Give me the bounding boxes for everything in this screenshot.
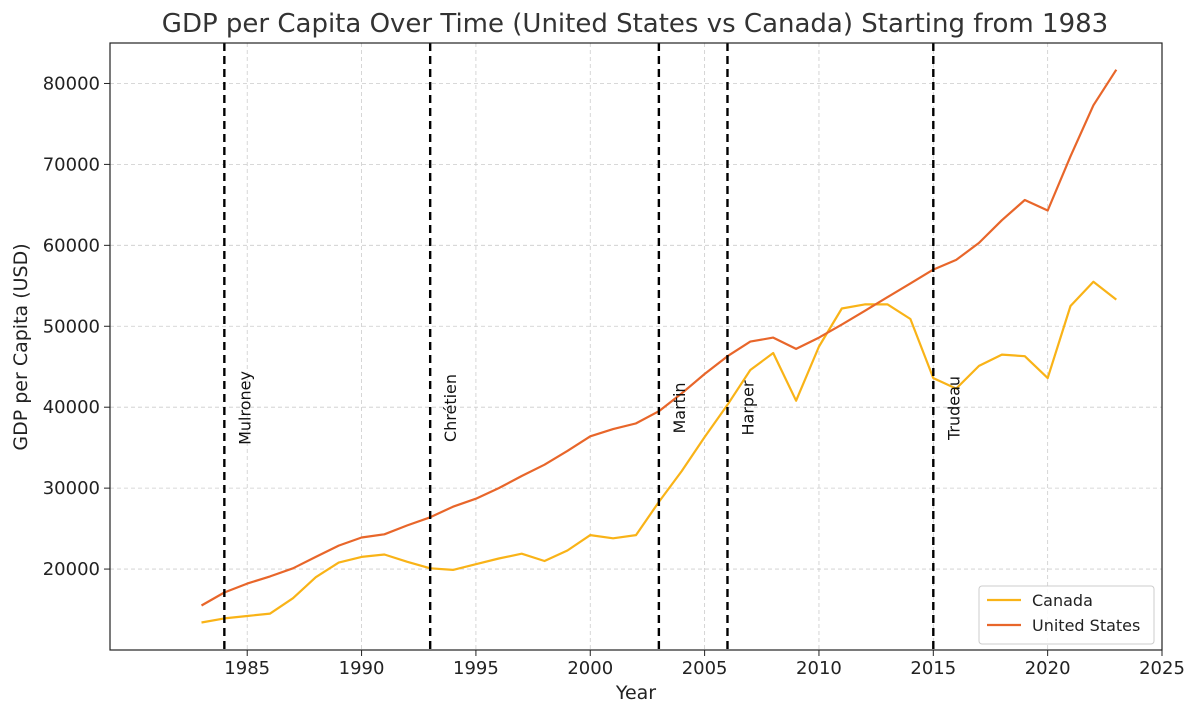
marker-label-trudeau: Trudeau — [944, 376, 963, 441]
y-tick-label: 40000 — [43, 397, 100, 418]
marker-label-mulroney: Mulroney — [235, 371, 254, 445]
y-tick-label: 30000 — [43, 478, 100, 499]
marker-label-harper: Harper — [738, 380, 757, 435]
y-tick-label: 80000 — [43, 73, 100, 94]
legend-label-united-states: United States — [1032, 616, 1140, 635]
grid — [110, 43, 1163, 650]
legend-box — [978, 585, 1155, 645]
legend-label-canada: Canada — [1032, 591, 1093, 610]
x-tick-label: 2015 — [910, 658, 956, 679]
legend: Canada United States — [978, 585, 1155, 645]
x-tick-label: 1995 — [453, 658, 499, 679]
y-tick-label: 50000 — [43, 316, 100, 337]
plot-frame — [109, 42, 1163, 651]
x-tick-label: 1990 — [339, 658, 385, 679]
y-tick-label: 60000 — [43, 235, 100, 256]
marker-label-martin: Martin — [670, 382, 689, 433]
axis-ticks: 1985 1990 1995 2000 2005 2010 2015 2020 2025 2000… — [43, 73, 1185, 679]
x-axis-label: Year — [615, 682, 656, 704]
y-axis-label: GDP per Capita (USD) — [10, 243, 32, 450]
x-tick-label: 2020 — [1025, 658, 1071, 679]
chart-title: GDP per Capita Over Time (United States … — [162, 9, 1108, 39]
annotations: Mulroney Chrétien Martin Harper Trudeau — [223, 43, 963, 650]
y-tick-label: 70000 — [43, 154, 100, 175]
y-tick-label: 20000 — [43, 559, 100, 580]
x-tick-label: 2005 — [682, 658, 728, 679]
marker-label-chr-tien: Chrétien — [441, 374, 460, 442]
x-tick-label: 2010 — [796, 658, 842, 679]
x-tick-label: 2000 — [567, 658, 613, 679]
x-tick-label: 1985 — [224, 658, 270, 679]
x-tick-label: 2025 — [1139, 658, 1185, 679]
